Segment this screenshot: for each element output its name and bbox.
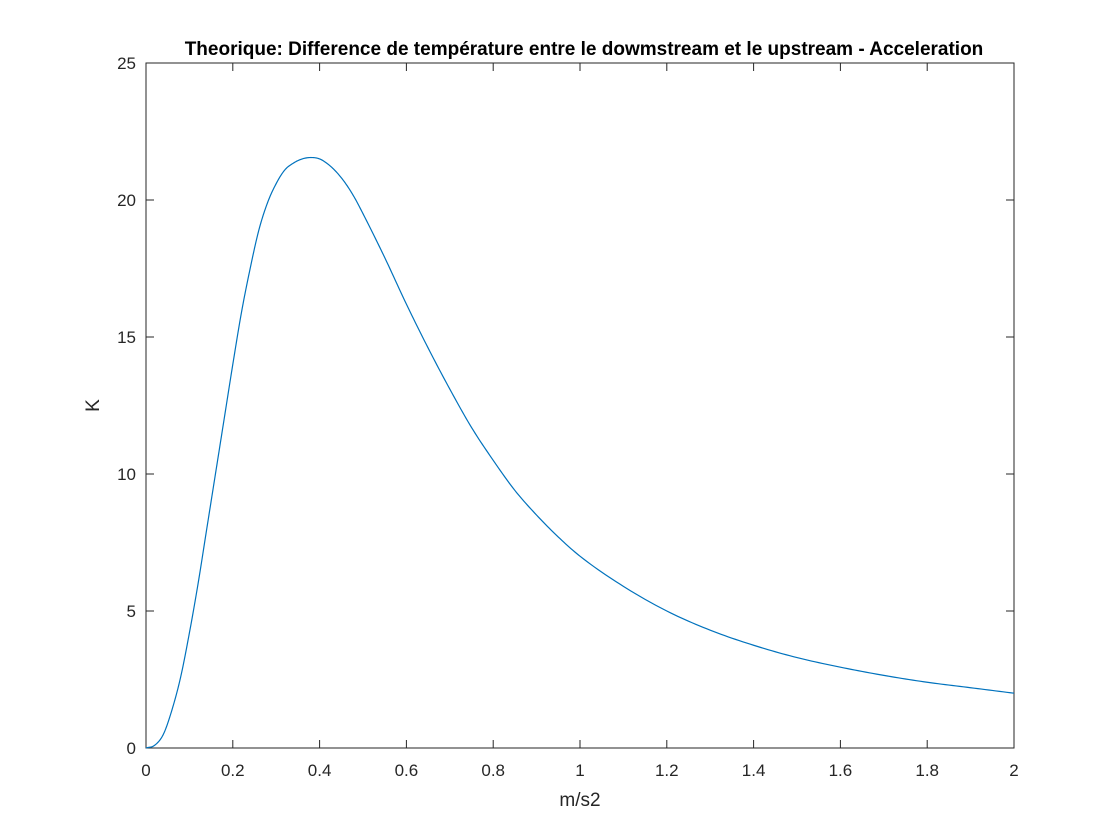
axis-ticks bbox=[145, 62, 1015, 749]
x-tick-label: 0.2 bbox=[221, 761, 245, 780]
x-tick-label: 0.8 bbox=[481, 761, 505, 780]
x-tick-label: 1 bbox=[575, 761, 584, 780]
y-axis-label: K bbox=[83, 399, 104, 412]
y-tick-label: 0 bbox=[127, 739, 136, 758]
x-tick-label: 1.2 bbox=[655, 761, 679, 780]
y-tick-label: 20 bbox=[117, 191, 136, 210]
x-tick-label: 1.4 bbox=[742, 761, 766, 780]
x-tick-label: 2 bbox=[1009, 761, 1018, 780]
y-tick-label: 15 bbox=[117, 328, 136, 347]
data-series-line bbox=[145, 156, 1015, 749]
chart-title: Theorique: Difference de température ent… bbox=[185, 39, 984, 60]
y-tick-label: 25 bbox=[117, 54, 136, 73]
x-tick-label: 1.6 bbox=[829, 761, 853, 780]
x-tick-label: 0.6 bbox=[395, 761, 419, 780]
plot-area bbox=[145, 62, 1015, 749]
x-tick-label: 0.4 bbox=[308, 761, 332, 780]
y-tick-label: 10 bbox=[117, 465, 136, 484]
x-tick-label: 0 bbox=[141, 761, 150, 780]
x-axis-label: m/s2 bbox=[559, 790, 600, 811]
x-tick-label: 1.8 bbox=[915, 761, 939, 780]
y-tick-label: 5 bbox=[127, 602, 136, 621]
